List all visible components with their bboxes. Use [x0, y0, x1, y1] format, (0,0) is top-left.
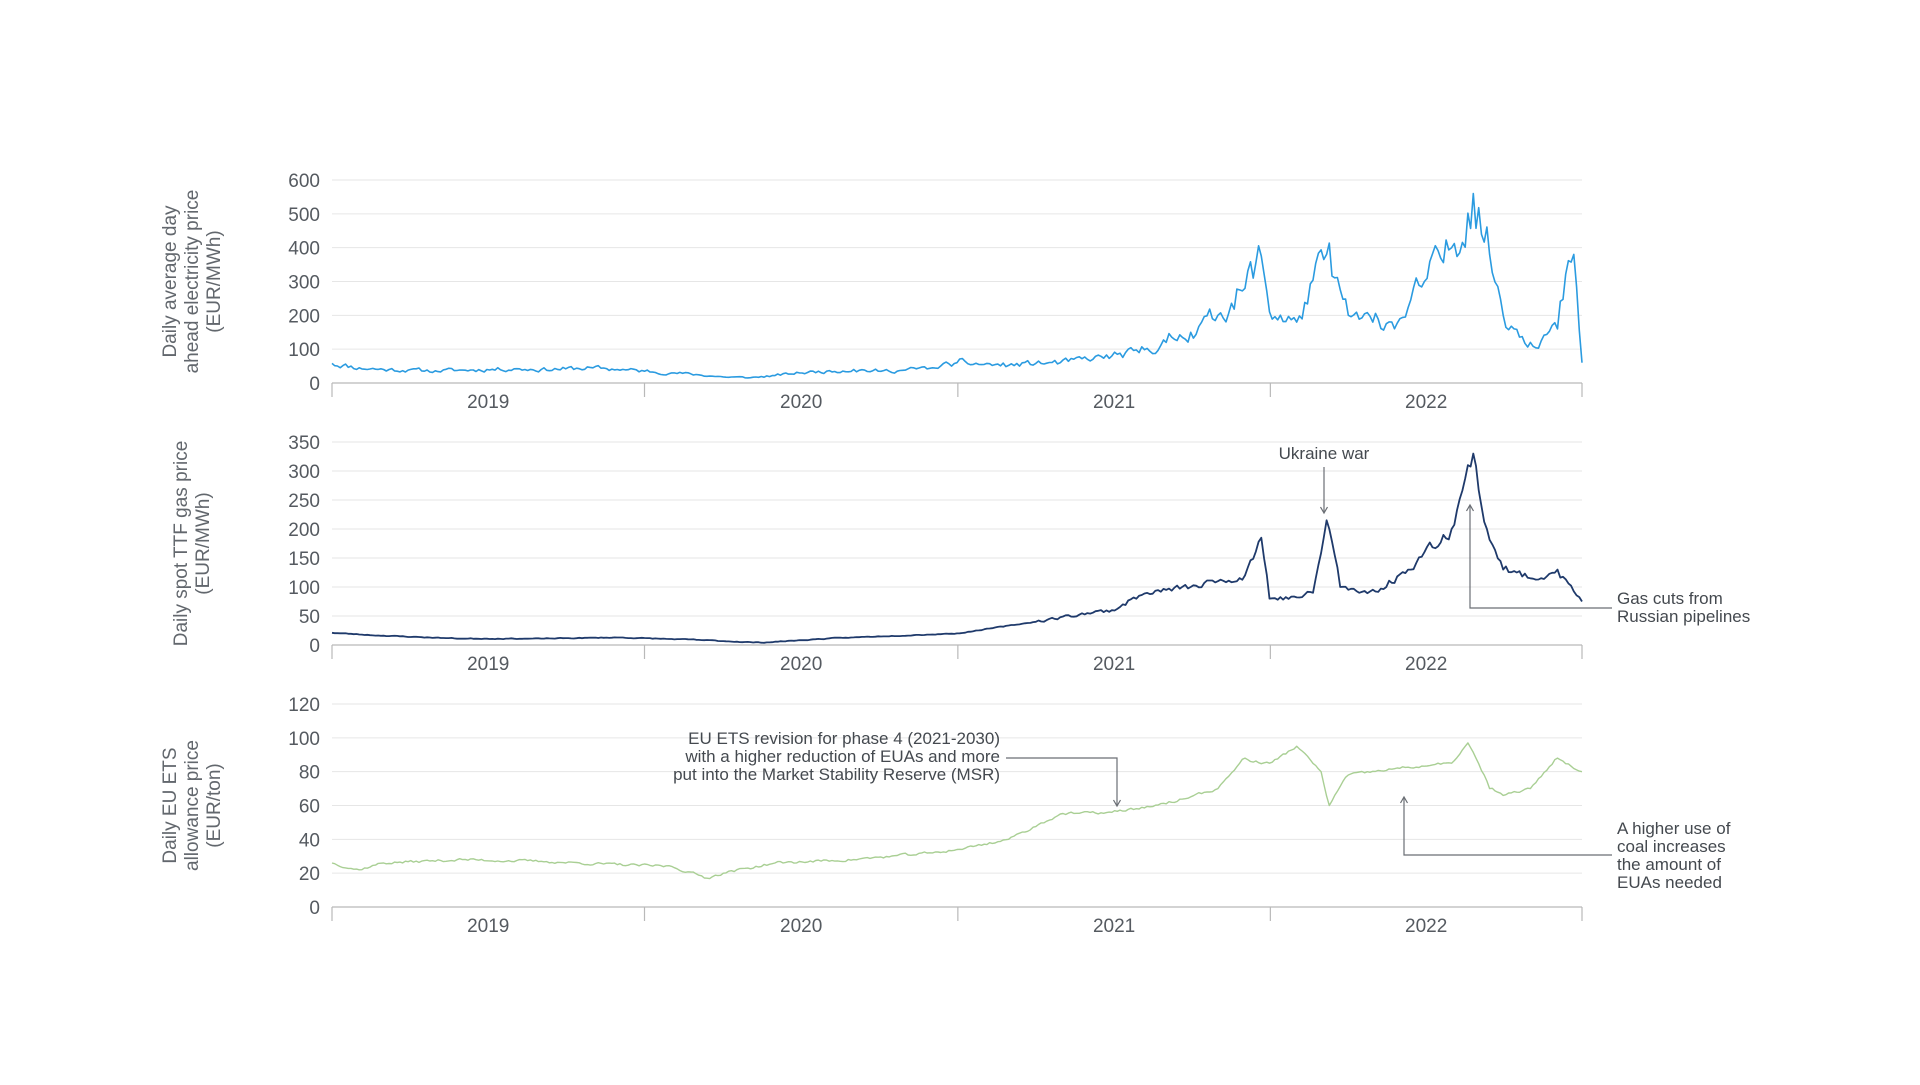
annotation-coal: the amount of: [1617, 855, 1721, 874]
annotation-ukraine-war: Ukraine war: [1279, 444, 1370, 463]
arrow-head: [1319, 506, 1329, 515]
annotation-line: [1403, 798, 1612, 856]
y-tick-label: 0: [309, 636, 320, 657]
chart-panel-electricity: 0 100 200 300 400 500 600 2019 2020 2021 2022 Daily…: [160, 171, 1583, 413]
y-tick-label: 500: [288, 205, 320, 226]
y-tick-label: 80: [299, 763, 320, 784]
y-axis-title: allowance price: [182, 740, 203, 871]
x-year-label: 2021: [1093, 392, 1135, 413]
y-tick-label: 100: [288, 340, 320, 361]
y-tick-label: 300: [288, 462, 320, 483]
series-line-electricity: [331, 192, 1583, 379]
arrow-head: [1399, 795, 1409, 804]
y-axis-title: Daily EU ETS: [160, 747, 181, 863]
x-year-label: 2019: [467, 916, 509, 937]
annotation-coal: EUAs needed: [1617, 873, 1722, 892]
y-tick-label: 400: [288, 239, 320, 260]
y-axis-title: (EUR/ton): [204, 763, 225, 847]
x-year-label: 2019: [467, 654, 509, 675]
x-year-label: 2022: [1405, 916, 1447, 937]
y-tick-label: 50: [299, 607, 320, 628]
annotation-ets-revision: EU ETS revision for phase 4 (2021-2030): [688, 729, 1000, 748]
y-tick-label: 120: [288, 695, 320, 716]
y-tick-label: 20: [299, 864, 320, 885]
y-axis-title: (EUR/MWh): [193, 492, 214, 594]
annotation-coal: coal increases: [1617, 837, 1726, 856]
y-tick-label: 200: [288, 306, 320, 327]
annotation-line: [1006, 757, 1118, 805]
y-axis-title: Daily average day: [160, 205, 181, 358]
y-axis-title: ahead electricity price: [182, 190, 203, 374]
y-tick-label: 250: [288, 491, 320, 512]
y-axis-title: (EUR/MWh): [204, 230, 225, 332]
y-tick-label: 60: [299, 797, 320, 818]
series-line-gas: [331, 452, 1583, 644]
y-tick-label: 40: [299, 830, 320, 851]
annotation-ets-revision: put into the Market Stability Reserve (M…: [673, 765, 1000, 784]
x-year-label: 2022: [1405, 392, 1447, 413]
y-axis-title: Daily spot TTF gas price: [171, 441, 192, 647]
y-tick-label: 150: [288, 549, 320, 570]
x-year-label: 2020: [780, 916, 822, 937]
y-tick-label: 200: [288, 520, 320, 541]
x-year-label: 2021: [1093, 916, 1135, 937]
annotation-line: [1469, 506, 1612, 609]
annotation-ets-revision: with a higher reduction of EUAs and more: [684, 747, 1000, 766]
arrow-head: [1112, 799, 1122, 808]
y-tick-label: 350: [288, 433, 320, 454]
x-year-label: 2022: [1405, 654, 1447, 675]
annotation-coal: A higher use of: [1617, 819, 1731, 838]
y-tick-label: 0: [309, 374, 320, 395]
y-tick-label: 0: [309, 898, 320, 919]
annotation-gas-cuts: Gas cuts from: [1617, 589, 1723, 608]
y-tick-label: 100: [288, 578, 320, 599]
annotation-gas-cuts: Russian pipelines: [1617, 607, 1750, 626]
x-year-label: 2020: [780, 654, 822, 675]
y-tick-label: 600: [288, 171, 320, 192]
x-year-label: 2019: [467, 392, 509, 413]
x-year-label: 2020: [780, 392, 822, 413]
y-tick-label: 100: [288, 729, 320, 750]
series-line-ets: [331, 742, 1583, 880]
arrow-head: [1465, 503, 1475, 512]
chart-panel-gas: 0 50 100 150 200 250 300 350 2019 2020 2021 2022 Dai…: [171, 433, 1583, 675]
x-year-label: 2021: [1093, 654, 1135, 675]
y-tick-label: 300: [288, 273, 320, 294]
chart-panel-ets: 0 20 40 60 80 100 120 2019 2020 2021 2022 Daily EU …: [160, 695, 1583, 937]
